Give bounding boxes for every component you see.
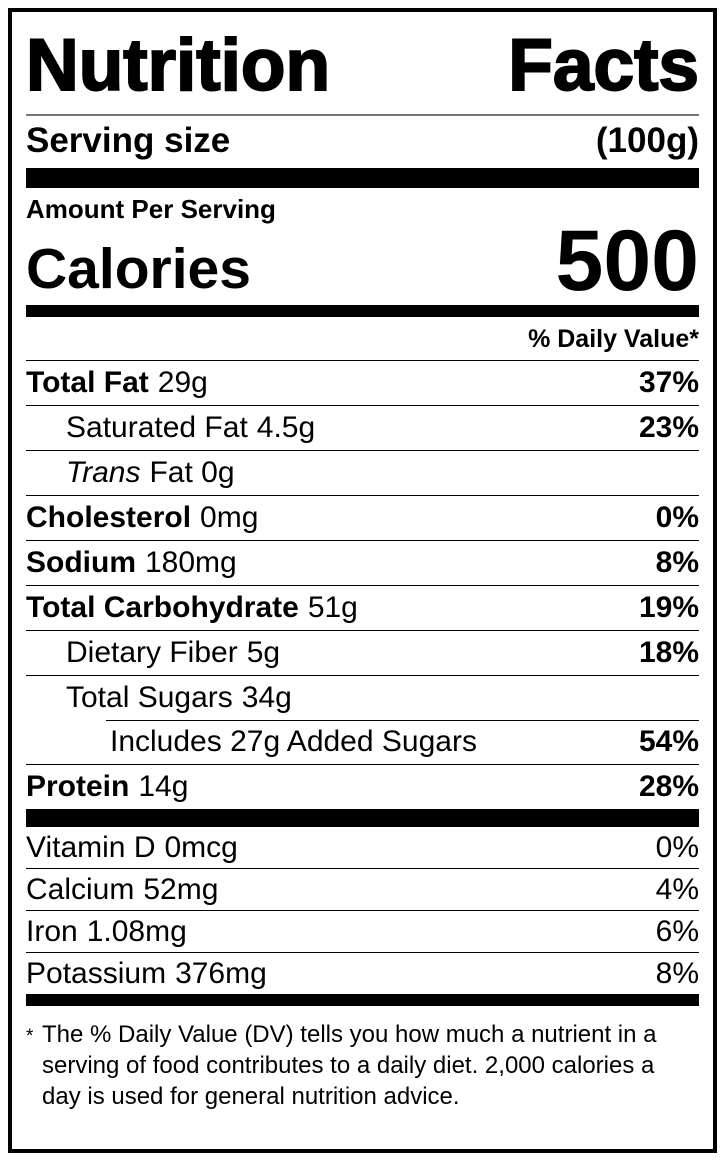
micronutrient-dv: 4% (655, 872, 699, 906)
micronutrient-amount: 0mcg (164, 830, 238, 864)
nutrition-facts-label: Nutrition Facts Serving size (100g) Amou… (8, 8, 717, 1153)
nutrient-dv: 0% (655, 500, 699, 534)
micronutrient-dv: 8% (655, 956, 699, 990)
nutrient-dv: 54% (638, 724, 699, 758)
nutrient-dv: 19% (638, 590, 699, 624)
nutrient-name: Protein (26, 769, 130, 803)
micronutrient-row-potassium: Potassium 376mg 8% (26, 951, 699, 994)
nutrient-amount: Fat 0g (149, 455, 235, 489)
micronutrient-row-iron: Iron 1.08mg 6% (26, 909, 699, 952)
nutrient-dv: 8% (655, 545, 699, 579)
micronutrient-amount: 376mg (175, 956, 267, 990)
serving-size-value: (100g) (595, 121, 699, 160)
serving-size-label: Serving size (26, 121, 231, 160)
footnote-asterisk: * (26, 1025, 34, 1047)
nutrient-name: Total Fat (26, 365, 149, 399)
nutrient-dv: 18% (638, 635, 699, 669)
micronutrient-dv: 0% (655, 830, 699, 864)
micronutrient-name: Calcium (26, 872, 135, 906)
daily-value-footnote: * The % Daily Value (DV) tells you how m… (26, 1006, 699, 1112)
nutrient-dv: 23% (638, 410, 699, 444)
nutrient-row-total-fat: Total Fat 29g 37% (26, 359, 699, 405)
nutrient-name: Saturated Fat (66, 410, 248, 444)
nutrient-amount: 34g (241, 680, 292, 714)
nutrient-amount: 4.5g (256, 410, 316, 444)
nutrient-row-sodium: Sodium 180mg 8% (26, 539, 699, 585)
nutrient-dv: 28% (638, 769, 699, 803)
nutrient-amount: 29g (157, 365, 208, 399)
nutrient-name: Dietary Fiber (66, 635, 238, 669)
section-divider-bar (26, 808, 699, 827)
amount-per-serving-label: Amount Per Serving (26, 194, 276, 224)
nutrient-name: Total Sugars (66, 680, 233, 714)
nutrient-row-protein: Protein 14g 28% (26, 763, 699, 809)
nutrient-amount: 0mg (200, 500, 259, 534)
label-title-word-1: Nutrition (25, 25, 331, 106)
micronutrient-name: Potassium (26, 956, 167, 990)
nutrient-row-trans-fat: Trans Fat 0g (26, 449, 699, 495)
title-divider (26, 114, 699, 116)
nutrient-name: Total Carbohydrate (26, 590, 299, 624)
calories-label: Calories (26, 236, 251, 301)
nutrient-row-cholesterol: Cholesterol 0mg 0% (26, 494, 699, 540)
nutrient-name: Includes 27g Added Sugars (110, 724, 477, 758)
nutrient-amount: 180mg (145, 545, 237, 579)
label-title-word-2: Facts (507, 25, 700, 106)
calories-row: Calories 500 (26, 213, 700, 309)
nutrient-row-added-sugars: Includes 27g Added Sugars 54% (26, 719, 699, 764)
micronutrient-amount: 1.08mg (86, 914, 187, 948)
nutrient-row-saturated-fat: Saturated Fat 4.5g 23% (26, 404, 699, 450)
section-divider-bar (26, 168, 699, 188)
micronutrient-row-vitamin-d: Vitamin D 0mcg 0% (26, 827, 699, 868)
micronutrient-name: Iron (26, 914, 78, 948)
nutrient-row-dietary-fiber: Dietary Fiber 5g 18% (26, 629, 699, 675)
micronutrient-amount: 52mg (143, 872, 219, 906)
section-divider-bar (26, 993, 699, 1006)
daily-value-header: % Daily Value* (528, 324, 699, 353)
footnote-text: The % Daily Value (DV) tells you how muc… (42, 1020, 657, 1110)
label-title: Nutrition Facts (25, 12, 700, 114)
micronutrient-rows: Vitamin D 0mcg 0% Calcium 52mg 4% Iron 1… (26, 827, 699, 994)
nutrient-amount: 14g (138, 769, 189, 803)
micronutrient-row-calcium: Calcium 52mg 4% (26, 867, 699, 910)
nutrient-name: Cholesterol (26, 500, 192, 534)
section-divider-bar (26, 304, 699, 317)
micronutrient-dv: 6% (655, 914, 699, 948)
nutrient-row-total-sugars: Total Sugars 34g (26, 674, 699, 720)
nutrient-amount: 51g (307, 590, 358, 624)
nutrient-amount: 5g (246, 635, 281, 669)
serving-size-row: Serving size (100g) (26, 116, 699, 168)
nutrient-name: Sodium (26, 545, 136, 579)
nutrient-name: Trans (66, 455, 141, 489)
micronutrient-name: Vitamin D (26, 830, 156, 864)
nutrient-rows: Total Fat 29g 37% Saturated Fat 4.5g 23%… (26, 359, 699, 809)
calories-value: 500 (555, 213, 700, 309)
nutrient-dv: 37% (638, 365, 699, 399)
nutrient-row-total-carbohydrate: Total Carbohydrate 51g 19% (26, 584, 699, 630)
